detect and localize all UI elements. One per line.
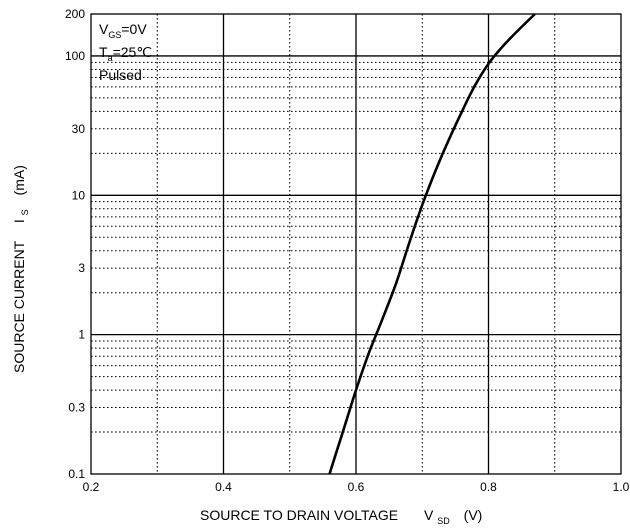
x-axis-label: SOURCE TO DRAIN VOLTAGE V SD (V) — [200, 507, 482, 527]
y-tick-label: 200 — [65, 7, 85, 21]
x-axis-label-subscript: SD — [437, 516, 450, 526]
annotation-symbol: V — [99, 21, 109, 37]
annotation: Pulsed — [99, 67, 142, 83]
x-tick-label: 0.4 — [215, 480, 232, 494]
annotation-subscript: a — [108, 53, 113, 63]
y-tick-label: 0.3 — [68, 401, 85, 415]
x-tick-label: 1.0 — [613, 480, 630, 494]
annotation-value: =25℃ — [113, 44, 152, 60]
y-tick-label: 3 — [78, 261, 85, 275]
grid-major — [91, 14, 621, 474]
annotation-subscript: GS — [108, 30, 121, 40]
y-axis-label-text: SOURCE CURRENT — [11, 240, 27, 373]
tick-labels: 0.2 0.4 0.6 0.8 1.0 0.1 0.3 1 3 10 30 100 200 — [65, 7, 630, 494]
annotation: Ta=25℃ — [99, 44, 152, 63]
y-tick-label: 0.1 — [68, 467, 85, 481]
series — [328, 13, 536, 475]
annotation: VGS=0V — [99, 21, 147, 40]
annotations: VGS=0V Ta=25℃ Pulsed — [99, 21, 152, 83]
x-tick-label: 0.8 — [480, 480, 497, 494]
x-tick-label: 0.2 — [83, 480, 100, 494]
x-axis-label-text: SOURCE TO DRAIN VOLTAGE — [200, 507, 398, 523]
annotation-symbol: Pulsed — [99, 67, 142, 83]
y-tick-label: 10 — [72, 188, 86, 202]
annotation-symbol: T — [99, 44, 108, 60]
annotation-value: =0V — [121, 21, 147, 37]
y-tick-label: 100 — [65, 49, 85, 63]
plot-frame — [90, 13, 622, 475]
x-axis-label-symbol: V — [424, 507, 434, 523]
y-axis-label-subscript: S — [20, 209, 30, 215]
x-tick-label: 0.6 — [348, 480, 365, 494]
y-axis-label: SOURCE CURRENT I S (mA) — [11, 165, 31, 373]
y-tick-label: 30 — [72, 122, 86, 136]
x-axis-label-unit: (V) — [464, 507, 483, 523]
y-tick-label: 1 — [78, 328, 85, 342]
y-axis-label-symbol: I — [11, 219, 27, 223]
y-axis-label-unit: (mA) — [11, 165, 27, 195]
series-line — [328, 13, 536, 475]
